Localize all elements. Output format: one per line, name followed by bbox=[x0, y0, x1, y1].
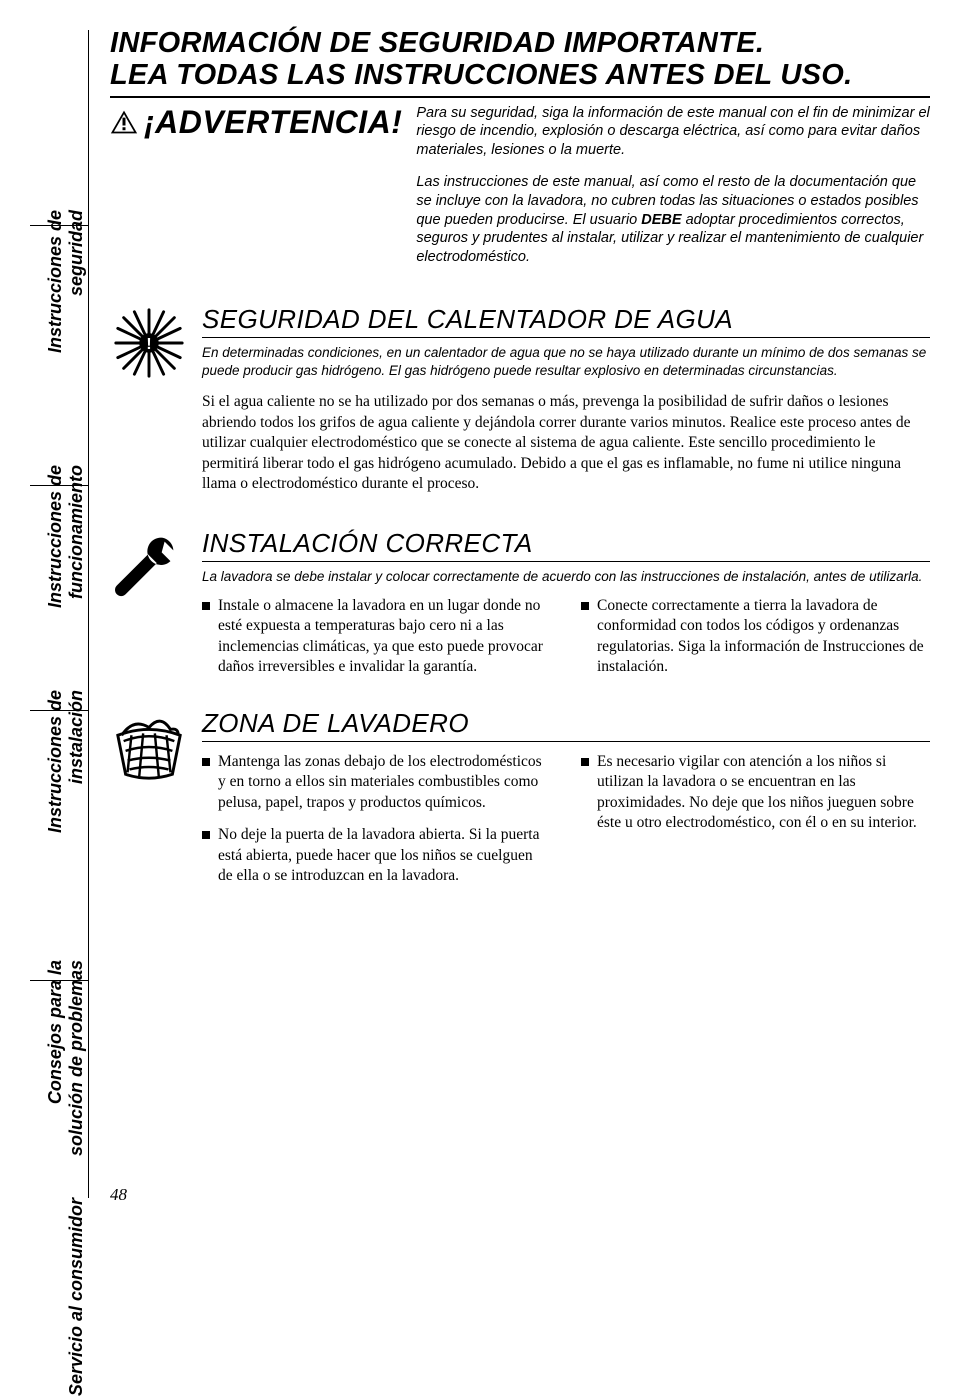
wrench-icon bbox=[110, 528, 188, 606]
svg-text:!: ! bbox=[146, 336, 151, 353]
section-install: INSTALACIÓN CORRECTA La lavadora se debe… bbox=[110, 528, 930, 689]
page-content: INFORMACIÓN DE SEGURIDAD IMPORTANTE. LEA… bbox=[110, 28, 930, 899]
column-right: Conecte correctamente a tierra la lavado… bbox=[581, 596, 930, 690]
explosion-icon: ! bbox=[110, 304, 188, 382]
warning-p2: Las instrucciones de este manual, así co… bbox=[416, 173, 930, 266]
section-title: INSTALACIÓN CORRECTA bbox=[202, 528, 930, 559]
tab-funcionamiento: Instrucciones de funcionamiento bbox=[0, 265, 95, 465]
tab-instalacion: Instrucciones de instalación bbox=[0, 510, 95, 690]
page-title-2: LEA TODAS LAS INSTRUCCIONES ANTES DEL US… bbox=[110, 60, 930, 92]
section-intro: La lavadora se debe instalar y colocar c… bbox=[202, 568, 930, 586]
section-title: ZONA DE LAVADERO bbox=[202, 708, 930, 739]
tab-solucion: Consejos para la solución de problemas bbox=[0, 735, 95, 960]
bullet: Mantenga las zonas debajo de los electro… bbox=[202, 752, 551, 813]
section-body-text: Si el agua caliente no se ha utilizado p… bbox=[202, 392, 932, 494]
tab-label-l1: Servicio al consumidor bbox=[66, 1198, 86, 1396]
column-right: Es necesario vigilar con atención a los … bbox=[581, 752, 930, 899]
column-left: Instale o almacene la lavadora en un lug… bbox=[202, 596, 551, 690]
bullet: Es necesario vigilar con atención a los … bbox=[581, 752, 930, 834]
sidebar-tabs: Instrucciones de seguridad Instrucciones… bbox=[0, 0, 95, 1235]
warning-p1: Para su seguridad, siga la información d… bbox=[416, 104, 930, 160]
section-water-heater: ! SEGURIDAD DEL CALENTADOR DE AGUA En de… bbox=[110, 304, 930, 382]
section-laundry-area: ZONA DE LAVADERO Mantenga las zonas deba… bbox=[110, 708, 930, 899]
laundry-basket-icon bbox=[110, 708, 188, 786]
page-title-1: INFORMACIÓN DE SEGURIDAD IMPORTANTE. bbox=[110, 28, 930, 60]
bullet: Conecte correctamente a tierra la lavado… bbox=[581, 596, 930, 678]
bullet: No deje la puerta de la lavadora abierta… bbox=[202, 825, 551, 886]
column-left: Mantenga las zonas debajo de los electro… bbox=[202, 752, 551, 899]
bullet: Instale o almacene la lavadora en un lug… bbox=[202, 596, 551, 678]
page-number: 48 bbox=[110, 1185, 127, 1205]
tab-seguridad: Instrucciones de seguridad bbox=[0, 30, 95, 210]
section-intro: En determinadas condiciones, en un calen… bbox=[202, 344, 930, 379]
warning-text: Para su seguridad, siga la información d… bbox=[416, 104, 930, 280]
warning-label: ¡ADVERTENCIA! bbox=[110, 104, 402, 141]
warning-triangle-icon bbox=[110, 109, 138, 135]
tab-servicio: Servicio al consumidor bbox=[0, 1000, 95, 1198]
warning-block: ¡ADVERTENCIA! Para su seguridad, siga la… bbox=[110, 104, 930, 280]
section-title: SEGURIDAD DEL CALENTADOR DE AGUA bbox=[202, 304, 930, 335]
